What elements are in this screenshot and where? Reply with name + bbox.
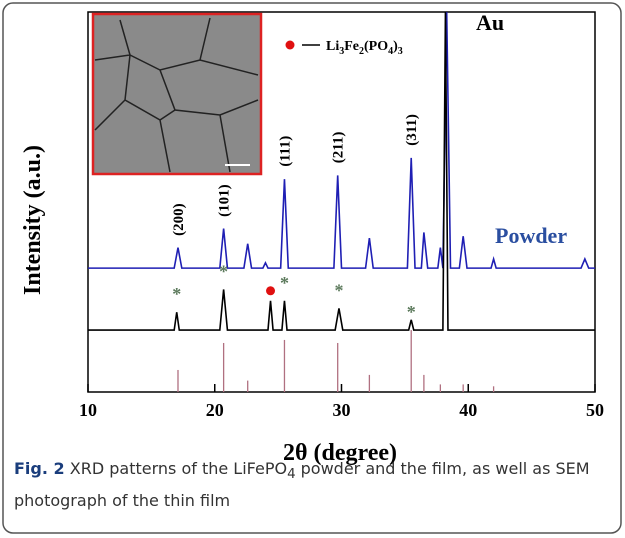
sem-inset [91, 12, 263, 176]
legend-subscript: 2 [359, 46, 364, 57]
legend-text-part: ) [393, 39, 398, 54]
peak-marker: * [219, 261, 228, 281]
peak-label: (101) [217, 184, 233, 217]
caption-text: powder and the film, as well as SEM phot… [14, 459, 590, 511]
peak-marker: * [407, 302, 416, 322]
peak-marker: * [280, 273, 289, 293]
peak-marker: * [172, 284, 181, 304]
x-tick-label: 10 [79, 400, 97, 420]
peak-label: (211) [331, 132, 347, 164]
au-label: Au [476, 10, 504, 35]
legend-text-part: (PO [364, 39, 388, 54]
x-tick-label: 40 [459, 400, 477, 420]
pattern-line [88, 11, 595, 331]
x-tick-label: 50 [586, 400, 604, 420]
legend-dot [285, 40, 295, 50]
sem-image [91, 12, 263, 176]
series-label: Powder [495, 223, 567, 248]
peak-marker: * [334, 280, 343, 300]
legend-text: Li3Fe2(PO4)3 [326, 39, 403, 57]
impurity-marker [266, 286, 276, 296]
caption-subscript: 4 [287, 467, 296, 483]
legend-subscript: 3 [398, 46, 403, 57]
series-label: Film [530, 0, 574, 1]
x-axis-label: 2θ (degree) [283, 440, 397, 466]
legend-subscript: 4 [388, 46, 393, 57]
peak-label: (311) [404, 114, 420, 146]
x-tick-label: 30 [333, 400, 351, 420]
legend-subscript: 3 [339, 46, 344, 57]
legend-text-part: Li [326, 39, 339, 54]
peak-label: (111) [277, 136, 293, 167]
y-axis-label: Intensity (a.u.) [20, 145, 46, 295]
caption: Fig. 2 XRD patterns of the LiFePO4 powde… [14, 456, 614, 514]
sem-cracks [94, 17, 259, 173]
peak-label: (200) [171, 203, 187, 236]
caption-text: XRD patterns of the LiFePO [69, 459, 288, 478]
legend-text-part: Fe [344, 39, 359, 54]
pattern-line [88, 11, 595, 269]
x-tick-label: 20 [206, 400, 224, 420]
caption-label: Fig. 2 [14, 459, 65, 478]
